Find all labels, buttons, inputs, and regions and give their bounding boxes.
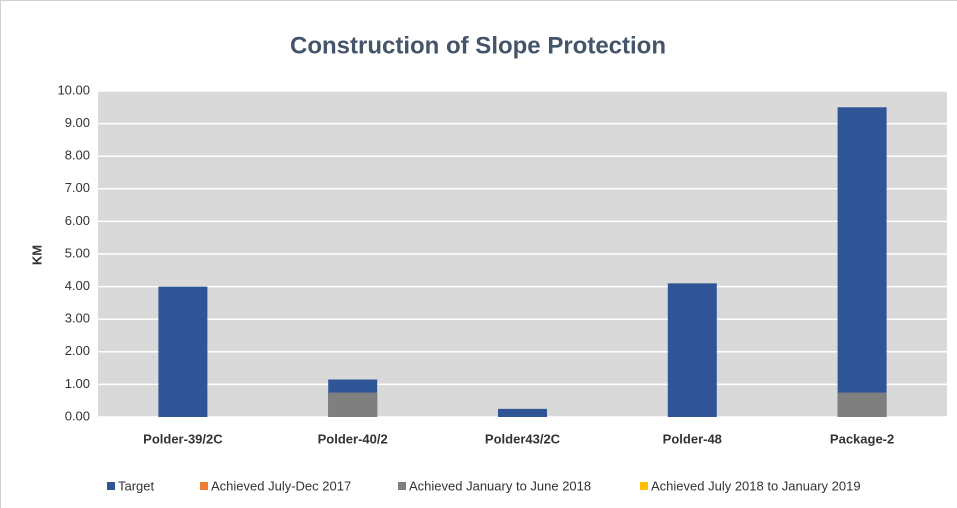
bar	[837, 392, 887, 417]
y-tick-label: 2.00	[65, 343, 90, 358]
legend-swatch	[640, 482, 648, 490]
x-tick-label: Polder-48	[663, 431, 722, 446]
legend-swatch	[107, 482, 115, 490]
bar	[158, 286, 208, 417]
legend-label: Achieved January to June 2018	[409, 478, 591, 493]
y-tick-label: 3.00	[65, 311, 90, 326]
x-tick-label: Polder-40/2	[318, 431, 388, 446]
legend-swatch	[200, 482, 208, 490]
y-tick-label: 6.00	[65, 213, 90, 228]
y-tick-label: 10.00	[57, 82, 90, 97]
bar	[667, 283, 717, 417]
chart-title: Construction of Slope Protection	[290, 32, 666, 59]
x-tick-label: Polder-39/2C	[143, 431, 223, 446]
legend-swatch	[398, 482, 406, 490]
bar	[498, 408, 547, 417]
x-tick-label: Package-2	[830, 431, 894, 446]
bar	[328, 392, 378, 417]
y-tick-label: 4.00	[65, 278, 90, 293]
bar	[837, 107, 887, 418]
x-tick-label: Polder43/2C	[485, 431, 561, 446]
legend-label: Achieved July 2018 to January 2019	[651, 478, 861, 493]
y-tick-label: 0.00	[65, 408, 90, 423]
y-tick-label: 7.00	[65, 180, 90, 195]
y-tick-label: 5.00	[65, 245, 90, 260]
y-tick-label: 8.00	[65, 148, 90, 163]
y-tick-label: 1.00	[65, 376, 90, 391]
legend-label: Achieved July-Dec 2017	[211, 478, 351, 493]
y-axis-label: KM	[29, 245, 44, 265]
y-tick-label: 9.00	[65, 115, 90, 130]
legend-label: Target	[118, 478, 155, 493]
